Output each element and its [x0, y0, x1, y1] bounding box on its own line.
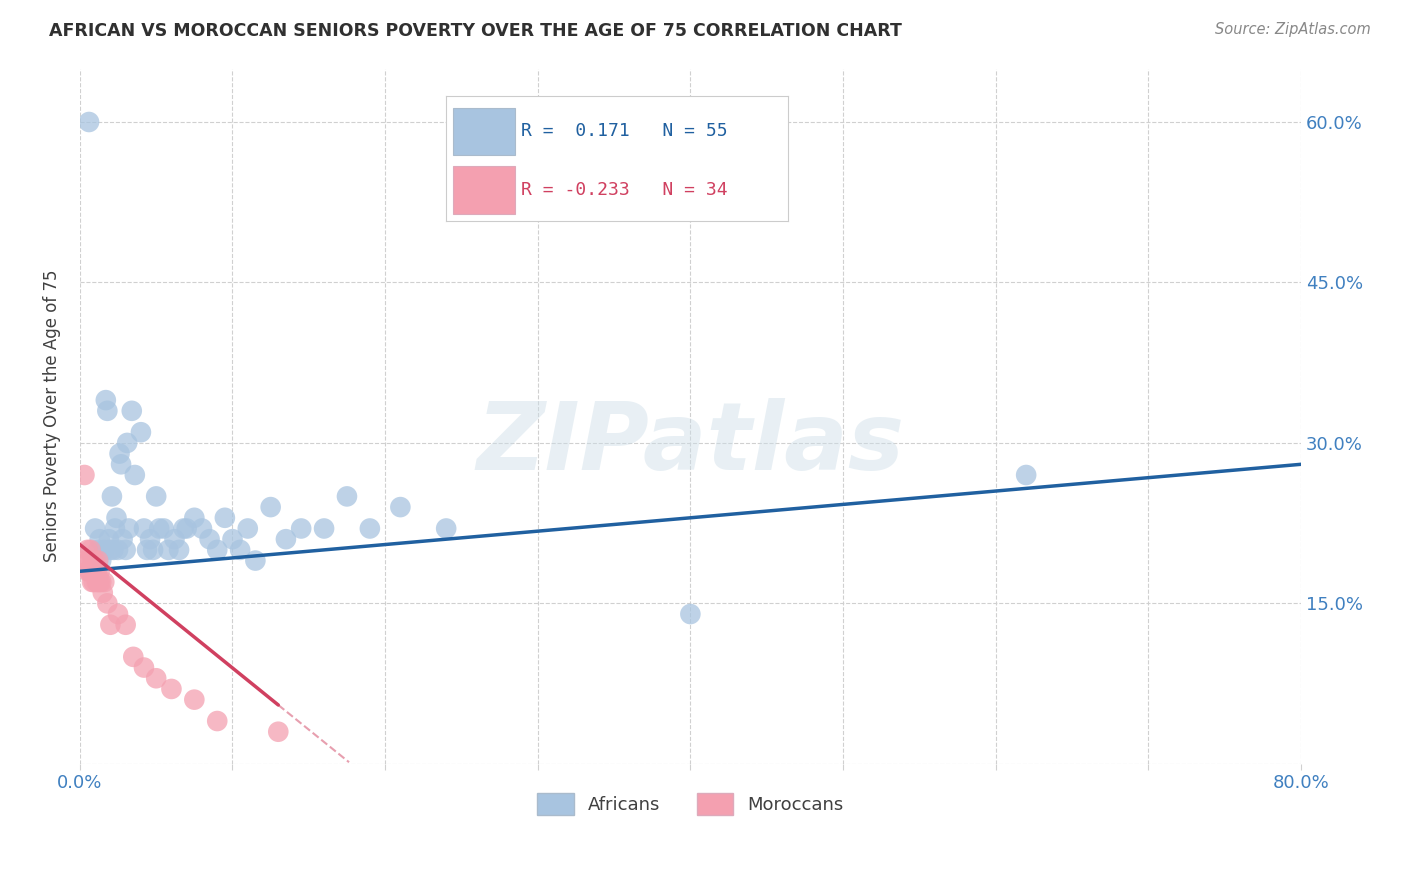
Point	[245, 553, 267, 567]
Point	[77, 564, 100, 578]
Point	[359, 521, 381, 535]
Point	[79, 564, 101, 578]
Point	[84, 564, 107, 578]
Point	[290, 521, 312, 535]
Point	[87, 553, 110, 567]
Point	[114, 617, 136, 632]
Point	[93, 542, 115, 557]
Point	[87, 542, 110, 557]
Point	[84, 521, 107, 535]
Point	[118, 521, 141, 535]
Point	[129, 425, 152, 440]
Point	[84, 553, 107, 567]
Point	[75, 553, 97, 567]
Text: Source: ZipAtlas.com: Source: ZipAtlas.com	[1215, 22, 1371, 37]
Point	[207, 542, 229, 557]
Point	[136, 542, 159, 557]
Point	[94, 393, 117, 408]
Point	[79, 542, 101, 557]
Point	[89, 574, 111, 589]
Point	[103, 542, 125, 557]
Point	[107, 542, 129, 557]
Point	[107, 607, 129, 621]
Point	[110, 458, 132, 472]
Point	[157, 542, 180, 557]
Point	[145, 490, 167, 504]
Point	[679, 607, 702, 621]
Point	[90, 553, 112, 567]
Point	[89, 564, 111, 578]
Point	[183, 510, 205, 524]
Point	[73, 468, 96, 483]
Point	[173, 521, 195, 535]
Point	[105, 510, 128, 524]
Point	[191, 521, 214, 535]
Point	[312, 521, 335, 535]
Point	[115, 436, 138, 450]
Point	[86, 564, 108, 578]
Point	[198, 532, 221, 546]
Point	[163, 532, 186, 546]
Point	[139, 532, 162, 546]
Point	[80, 553, 103, 567]
Legend: Africans, Moroccans: Africans, Moroccans	[529, 784, 852, 824]
Point	[108, 447, 131, 461]
Y-axis label: Seniors Poverty Over the Age of 75: Seniors Poverty Over the Age of 75	[44, 270, 60, 563]
Point	[100, 617, 122, 632]
Point	[86, 574, 108, 589]
Point	[148, 521, 170, 535]
Text: AFRICAN VS MOROCCAN SENIORS POVERTY OVER THE AGE OF 75 CORRELATION CHART: AFRICAN VS MOROCCAN SENIORS POVERTY OVER…	[49, 22, 903, 40]
Point	[176, 521, 198, 535]
Point	[124, 468, 146, 483]
Point	[214, 510, 236, 524]
Point	[229, 542, 252, 557]
Point	[389, 500, 412, 514]
Point	[207, 714, 229, 728]
Point	[434, 521, 457, 535]
Text: ZIPatlas: ZIPatlas	[477, 398, 904, 490]
Point	[1015, 468, 1038, 483]
Point	[97, 532, 120, 546]
Point	[96, 596, 118, 610]
Point	[76, 564, 98, 578]
Point	[167, 542, 190, 557]
Point	[91, 585, 114, 599]
Point	[90, 574, 112, 589]
Point	[142, 542, 165, 557]
Point	[104, 521, 127, 535]
Point	[259, 500, 281, 514]
Point	[160, 681, 183, 696]
Point	[183, 692, 205, 706]
Point	[76, 542, 98, 557]
Point	[121, 404, 143, 418]
Point	[93, 574, 115, 589]
Point	[83, 574, 105, 589]
Point	[80, 574, 103, 589]
Point	[267, 724, 290, 739]
Point	[221, 532, 243, 546]
Point	[336, 490, 359, 504]
Point	[153, 521, 176, 535]
Point	[100, 542, 122, 557]
Point	[89, 532, 111, 546]
Point	[111, 532, 134, 546]
Point	[132, 521, 155, 535]
Point	[132, 660, 155, 674]
Point	[83, 553, 105, 567]
Point	[274, 532, 297, 546]
Point	[114, 542, 136, 557]
Point	[77, 553, 100, 567]
Point	[101, 490, 124, 504]
Point	[77, 115, 100, 129]
Point	[122, 649, 145, 664]
Point	[87, 574, 110, 589]
Point	[96, 404, 118, 418]
Point	[145, 671, 167, 685]
Point	[236, 521, 259, 535]
